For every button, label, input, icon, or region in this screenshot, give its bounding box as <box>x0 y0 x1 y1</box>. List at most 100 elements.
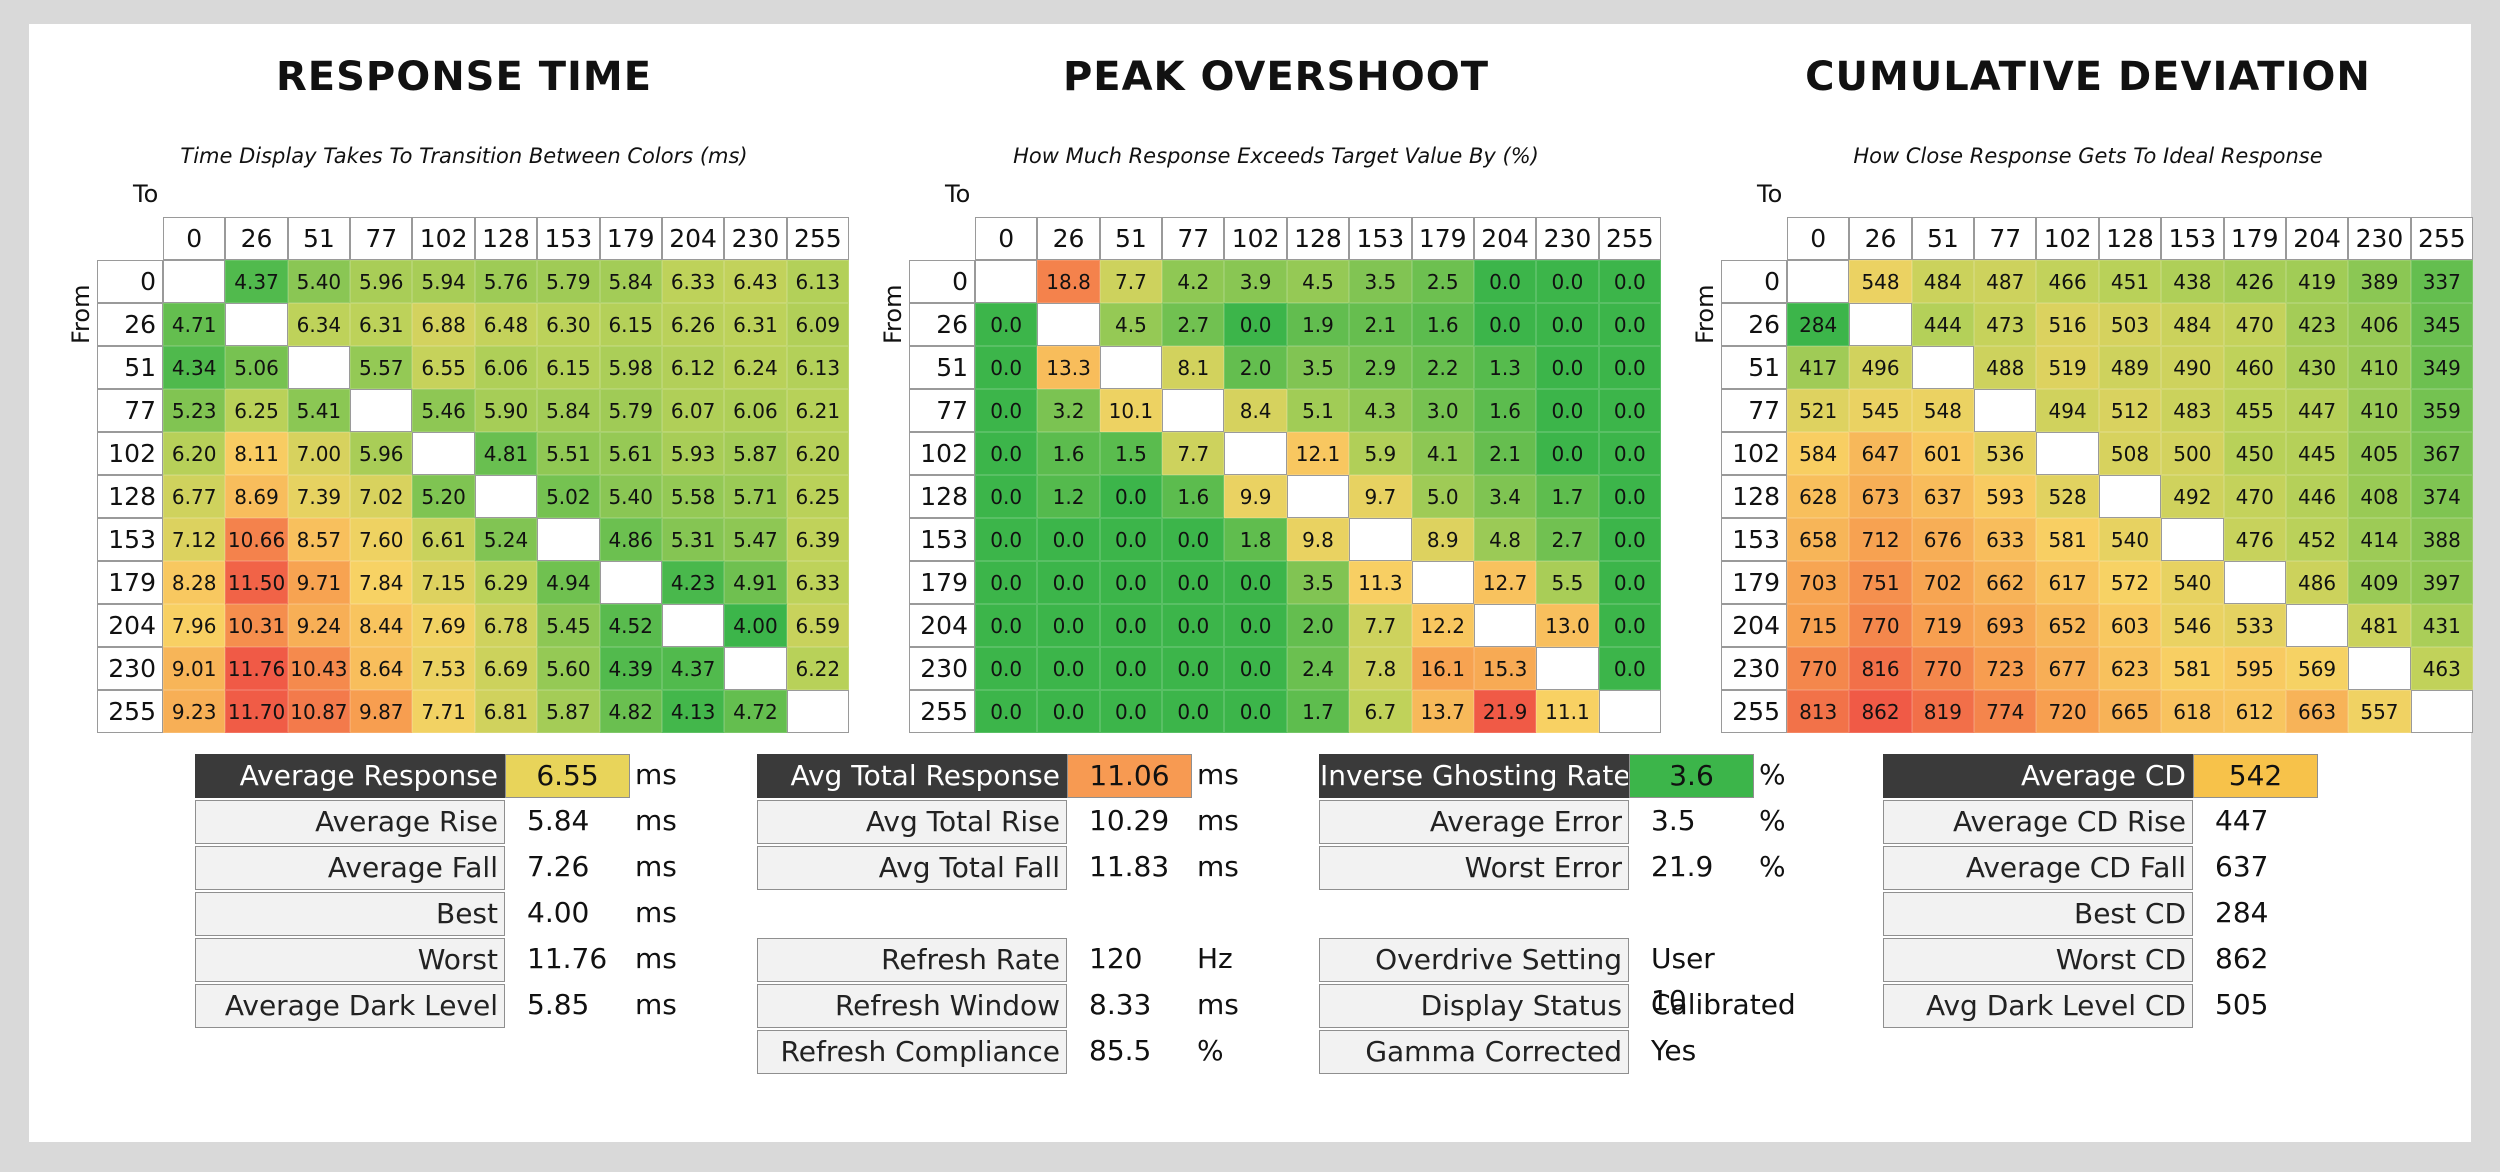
diagonal-cell <box>1037 303 1099 346</box>
heatmap-grid: 0 26 51 77 102 128 153 179 204 230 255 0 4.37 5.40 5.9… <box>97 217 849 733</box>
stat-unit: % <box>1197 1030 1224 1074</box>
heatmap-cell: 0.0 <box>1100 561 1162 604</box>
heatmap-cell: 0.0 <box>1599 346 1661 389</box>
stat-value: 542 <box>2193 754 2318 798</box>
column-header: 230 <box>2348 217 2410 260</box>
heatmap-cell: 5.57 <box>350 346 412 389</box>
heatmap-cell: 7.39 <box>288 475 350 518</box>
heatmap-cell: 521 <box>1787 389 1849 432</box>
column-header: 0 <box>975 217 1037 260</box>
heatmap-cell: 516 <box>2036 303 2098 346</box>
stat-value: 21.9 <box>1629 846 1754 890</box>
heatmap-cell: 470 <box>2224 303 2286 346</box>
stat-value: 4.00 <box>505 892 630 936</box>
stat-label: Worst <box>195 938 505 982</box>
heatmap-grid: 0 26 51 77 102 128 153 179 204 230 255 0 548 484 487 46… <box>1721 217 2473 733</box>
heatmap-cell: 623 <box>2099 647 2161 690</box>
heatmap-cell: 5.94 <box>412 260 474 303</box>
column-header: 230 <box>1536 217 1598 260</box>
heatmap-cell: 7.02 <box>350 475 412 518</box>
column-header: 179 <box>600 217 662 260</box>
heatmap-cell: 488 <box>1974 346 2036 389</box>
heatmap-cell: 601 <box>1912 432 1974 475</box>
heatmap-cell: 13.7 <box>1412 690 1474 733</box>
heatmap-cell: 6.09 <box>787 303 849 346</box>
heatmap-cell: 548 <box>1912 389 1974 432</box>
heatmap-cell: 419 <box>2286 260 2348 303</box>
heatmap-cell: 496 <box>1849 346 1911 389</box>
heatmap-cell: 673 <box>1849 475 1911 518</box>
heatmap-cell: 489 <box>2099 346 2161 389</box>
heatmap-cell: 3.5 <box>1287 561 1349 604</box>
heatmap-cell: 0.0 <box>1474 260 1536 303</box>
heatmap-cell: 7.53 <box>412 647 474 690</box>
heatmap-cell: 1.3 <box>1474 346 1536 389</box>
heatmap-cell: 6.30 <box>537 303 599 346</box>
row-header: 51 <box>909 346 975 389</box>
stat-label: Avg Total Fall <box>757 846 1067 890</box>
row-header: 128 <box>97 475 163 518</box>
column-header: 77 <box>1162 217 1224 260</box>
heatmap-cell: 423 <box>2286 303 2348 346</box>
heatmap-cell: 5.61 <box>600 432 662 475</box>
heatmap-cell: 770 <box>1849 604 1911 647</box>
stat-unit: ms <box>1197 754 1239 798</box>
stat-unit: ms <box>635 984 677 1028</box>
row-header: 230 <box>909 647 975 690</box>
stat-label: Worst CD <box>1883 938 2193 982</box>
diagonal-cell <box>975 260 1037 303</box>
stat-unit: ms <box>635 800 677 844</box>
heatmap-cell: 6.22 <box>787 647 849 690</box>
diagonal-cell <box>1849 303 1911 346</box>
stat-label: Average CD Rise <box>1883 800 2193 844</box>
heatmap-subtitle: How Close Response Gets To Ideal Respons… <box>1693 144 2483 168</box>
heatmap-cell: 6.88 <box>412 303 474 346</box>
heatmap-cell: 388 <box>2411 518 2473 561</box>
heatmap-cell: 9.71 <box>288 561 350 604</box>
heatmap-title: CUMULATIVE DEVIATION <box>1693 54 2483 100</box>
row-header: 77 <box>97 389 163 432</box>
diagonal-cell <box>288 346 350 389</box>
heatmap-cell: 6.20 <box>163 432 225 475</box>
stat-value: 11.06 <box>1067 754 1192 798</box>
heatmap-cell: 7.8 <box>1349 647 1411 690</box>
heatmap-cell: 8.69 <box>225 475 287 518</box>
heatmap-cell: 6.33 <box>662 260 724 303</box>
row-header: 0 <box>97 260 163 303</box>
heatmap-cell: 446 <box>2286 475 2348 518</box>
heatmap-cell: 4.39 <box>600 647 662 690</box>
heatmap-cell: 0.0 <box>1224 604 1286 647</box>
row-header: 255 <box>97 690 163 733</box>
diagonal-cell <box>1349 518 1411 561</box>
heatmap-cell: 723 <box>1974 647 2036 690</box>
row-header: 102 <box>909 432 975 475</box>
row-header: 77 <box>1721 389 1787 432</box>
stat-label: Avg Dark Level CD <box>1883 984 2193 1028</box>
heatmap-cell: 0.0 <box>1474 303 1536 346</box>
grid-corner <box>909 217 975 260</box>
heatmap-cell: 0.0 <box>1100 690 1162 733</box>
heatmap-cell: 6.78 <box>475 604 537 647</box>
stat-unit: % <box>1759 800 1786 844</box>
heatmap-cell: 6.26 <box>662 303 724 346</box>
heatmap-cell: 345 <box>2411 303 2473 346</box>
heatmap-cell: 633 <box>1974 518 2036 561</box>
heatmap-cell: 4.72 <box>724 690 786 733</box>
stat-value: Yes <box>1629 1030 1754 1074</box>
heatmap-cell: 0.0 <box>975 604 1037 647</box>
heatmap-cell: 6.31 <box>350 303 412 346</box>
row-header: 26 <box>97 303 163 346</box>
heatmap-cell: 0.0 <box>1037 561 1099 604</box>
heatmap-cell: 720 <box>2036 690 2098 733</box>
heatmap-cell: 452 <box>2286 518 2348 561</box>
heatmap-cell: 8.57 <box>288 518 350 561</box>
stat-unit: ms <box>1197 800 1239 844</box>
heatmap-cell: 5.23 <box>163 389 225 432</box>
row-header: 128 <box>909 475 975 518</box>
heatmap-cell: 0.0 <box>1536 260 1598 303</box>
from-axis-label: From <box>1691 285 1719 344</box>
heatmap-cell: 460 <box>2224 346 2286 389</box>
heatmap-cell: 6.25 <box>225 389 287 432</box>
heatmap-cell: 10.31 <box>225 604 287 647</box>
heatmap-cell: 712 <box>1849 518 1911 561</box>
